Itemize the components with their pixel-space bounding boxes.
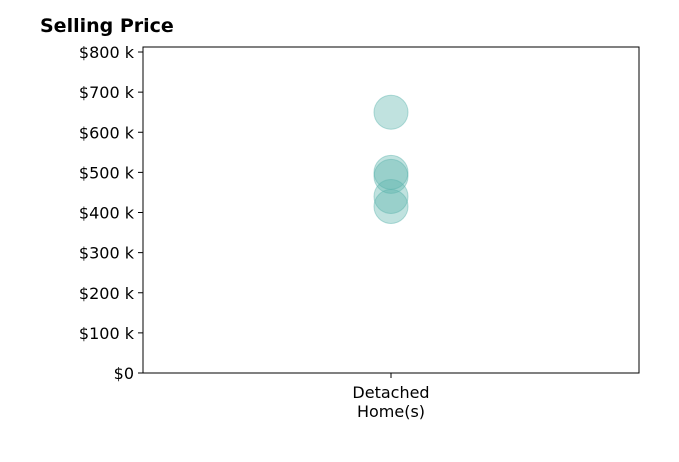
data-point bbox=[373, 188, 409, 224]
x-tick-label: Detached Home(s) bbox=[352, 383, 429, 421]
y-tick-label: $100 k bbox=[79, 324, 135, 343]
y-tick-label: $0 bbox=[114, 364, 134, 383]
data-points bbox=[373, 94, 409, 224]
chart-title: Selling Price bbox=[40, 15, 174, 37]
y-tick-label: $600 k bbox=[79, 123, 135, 142]
data-point bbox=[373, 154, 409, 190]
y-axis: $0 $100 k $200 k $300 k $400 k $500 k $600 k $7… bbox=[79, 43, 143, 383]
data-point bbox=[373, 158, 409, 194]
y-tick-label: $700 k bbox=[79, 83, 135, 102]
y-tick-label: $200 k bbox=[79, 284, 135, 303]
x-axis: Detached Home(s) bbox=[352, 373, 430, 421]
data-point bbox=[373, 178, 409, 214]
data-point bbox=[373, 94, 409, 130]
y-tick-label: $800 k bbox=[79, 43, 135, 62]
y-tick-label: $400 k bbox=[79, 204, 135, 223]
y-tick-label: $500 k bbox=[79, 163, 135, 182]
y-tick-label: $300 k bbox=[79, 244, 135, 263]
